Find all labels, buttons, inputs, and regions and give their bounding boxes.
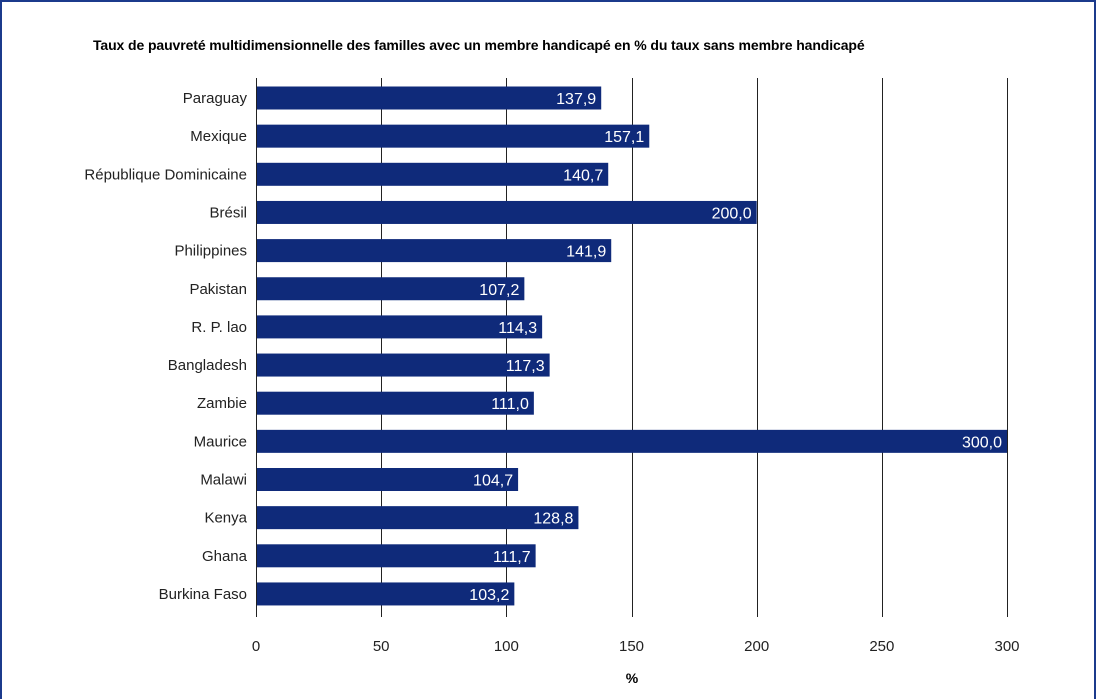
data-label: 103,2 <box>469 587 509 604</box>
bar <box>257 468 519 491</box>
category-label: Mexique <box>190 128 247 145</box>
data-label: 114,3 <box>498 320 537 337</box>
bar <box>257 162 609 186</box>
bar <box>257 506 579 530</box>
category-label: R. P. lao <box>191 319 247 336</box>
bar <box>257 391 534 415</box>
data-label: 140,7 <box>563 167 603 184</box>
data-label: 300,0 <box>962 434 1002 451</box>
data-label: 137,9 <box>556 91 596 108</box>
data-label: 141,9 <box>566 244 606 261</box>
chart-title: Taux de pauvreté multidimensionnelle des… <box>93 37 865 53</box>
data-label: 128,8 <box>533 511 573 528</box>
x-tick-label: 300 <box>994 638 1019 655</box>
bar <box>257 429 1007 453</box>
data-label: 157,1 <box>604 129 644 146</box>
x-tick-label: 50 <box>373 638 390 655</box>
category-label: Burkina Faso <box>159 586 247 603</box>
data-label: 117,3 <box>506 358 545 375</box>
bar <box>257 353 550 377</box>
category-label: Maurice <box>194 433 247 450</box>
x-tick-label: 250 <box>869 638 894 655</box>
data-label: 200,0 <box>712 205 752 222</box>
bar <box>257 315 543 339</box>
x-tick-label: 150 <box>619 638 644 655</box>
x-axis-label: % <box>626 670 639 686</box>
category-label: Bangladesh <box>168 357 247 374</box>
bar <box>257 239 612 263</box>
bar <box>257 124 650 148</box>
category-label: Paraguay <box>183 90 248 107</box>
category-label: Kenya <box>204 510 247 527</box>
data-label: 111,0 <box>491 396 529 413</box>
data-label: 107,2 <box>479 282 519 299</box>
x-tick-label: 200 <box>744 638 769 655</box>
data-label: 104,7 <box>473 473 513 490</box>
bar <box>257 277 525 301</box>
category-label: Zambie <box>197 395 247 412</box>
data-label: 111,7 <box>493 549 531 566</box>
bar <box>257 86 602 110</box>
x-tick-label: 100 <box>494 638 519 655</box>
category-label: Brésil <box>209 204 247 221</box>
bar <box>257 582 515 606</box>
category-label: Malawi <box>200 472 247 489</box>
category-label: Ghana <box>202 548 248 565</box>
bar <box>257 544 536 568</box>
bar <box>257 200 757 224</box>
category-label: Pakistan <box>189 281 247 298</box>
category-label: République Dominicaine <box>84 166 247 183</box>
x-tick-label: 0 <box>252 638 260 655</box>
category-label: Philippines <box>174 243 247 260</box>
